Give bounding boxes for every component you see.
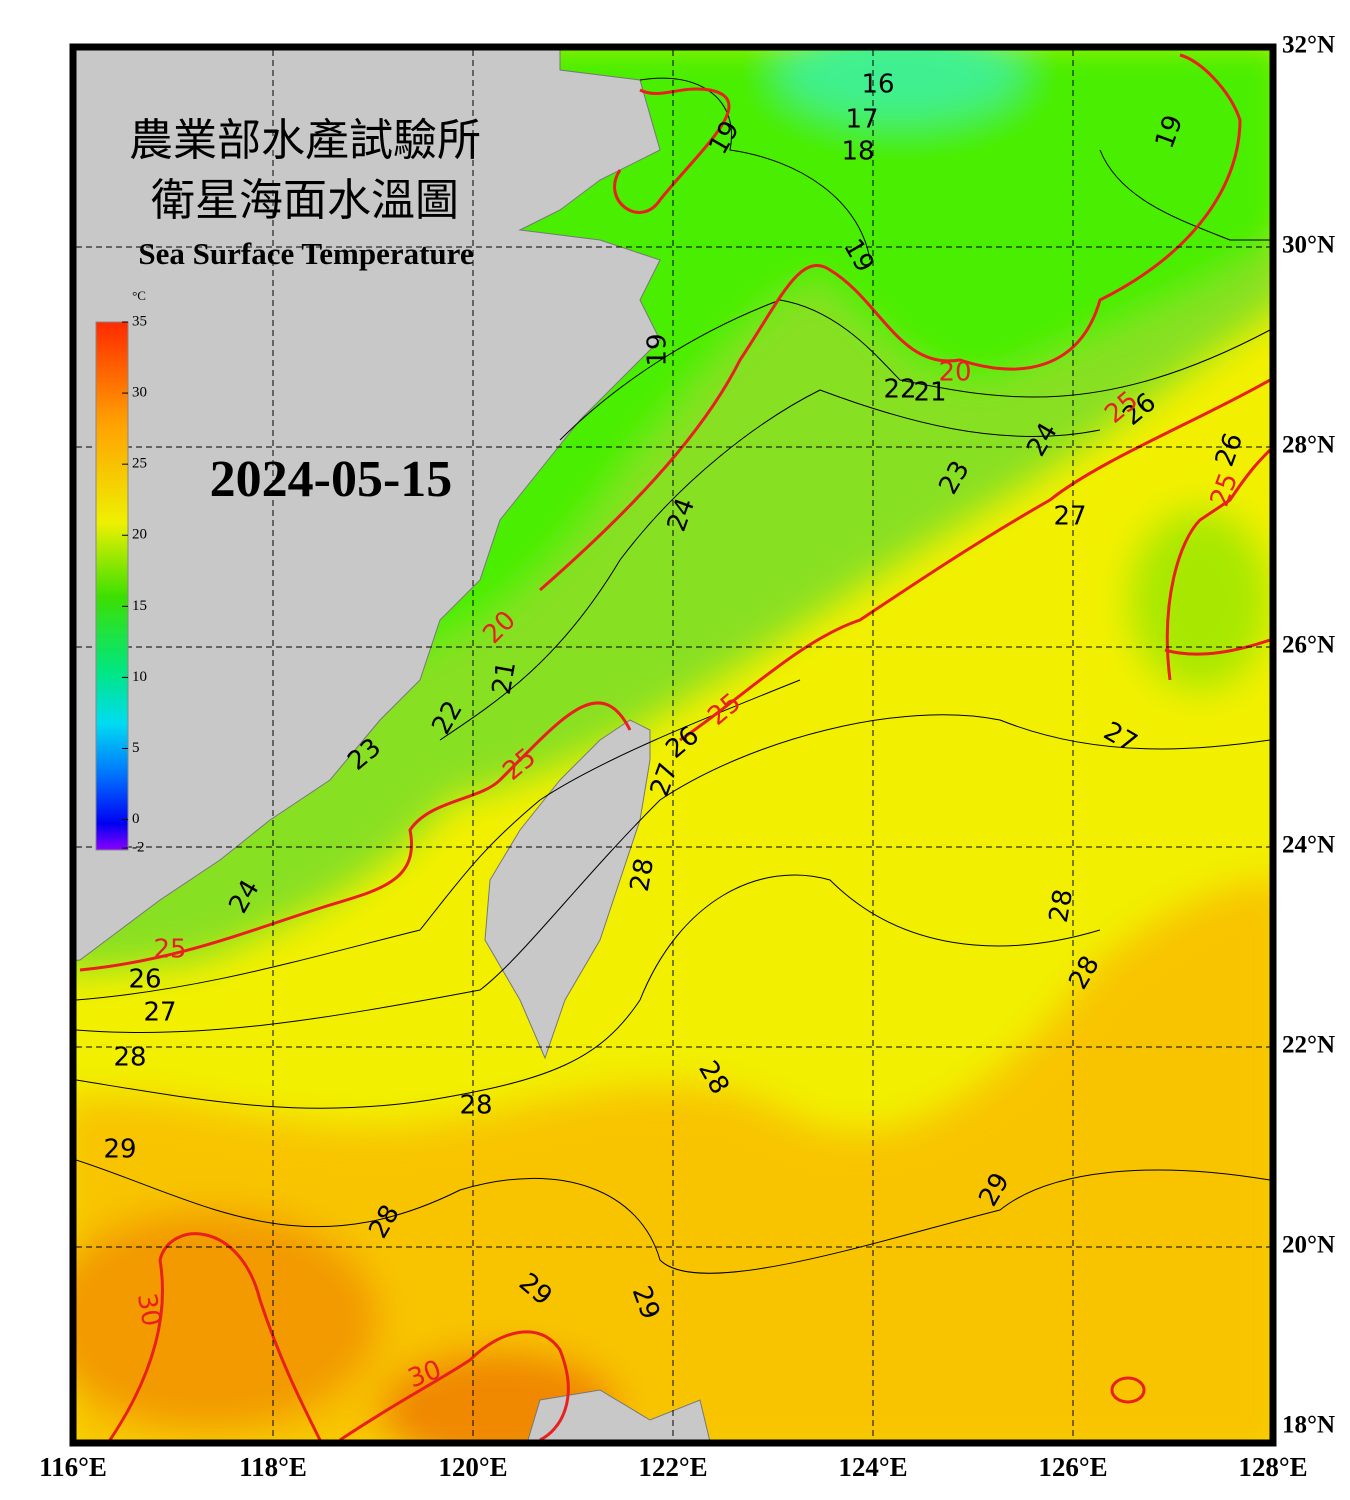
colorbar-tick-label: 10	[132, 669, 147, 685]
latitude-label: 24°N	[1282, 832, 1335, 859]
mainland-land	[76, 50, 661, 961]
latitude-label: 32°N	[1282, 32, 1335, 59]
longitude-label: 118°E	[239, 1452, 307, 1482]
contour-label: 21	[913, 378, 946, 408]
latitude-label: 20°N	[1282, 1232, 1335, 1259]
isotherm-label: 20	[938, 358, 971, 388]
contour-label: 27	[143, 998, 176, 1028]
luzon-land	[527, 1389, 711, 1440]
colorbar-tick-label: 15	[132, 598, 147, 614]
contour-label: 16	[861, 70, 894, 100]
contour-label: 18	[841, 137, 874, 167]
contour-label: 28	[1044, 887, 1079, 925]
longitude-label: 126°E	[1038, 1452, 1107, 1482]
contour-label: 28	[625, 856, 660, 894]
colorbar-tick-label: 0	[132, 811, 140, 827]
longitude-label: 120°E	[438, 1452, 507, 1482]
colorbar-tick-label: 20	[132, 527, 147, 543]
graticule	[76, 50, 1270, 1440]
colorbar-tick-label: -2	[132, 839, 145, 855]
title-zh-line1: 農業部水產試驗所	[129, 116, 481, 165]
longitude-label: 116°E	[39, 1452, 107, 1482]
title-en: Sea Surface Temperature	[138, 236, 473, 271]
isotherm-label: 30	[131, 1291, 166, 1329]
colorbar-tick-label: 35	[132, 313, 147, 329]
isotherm-label: 25	[153, 935, 186, 965]
latitude-label: 30°N	[1282, 232, 1335, 259]
longitude-label: 128°E	[1238, 1452, 1307, 1482]
contour-label: 27	[1053, 502, 1086, 532]
map-frame	[69, 43, 1277, 1447]
colorbar	[95, 321, 129, 851]
longitude-label: 122°E	[638, 1452, 707, 1482]
date: 2024-05-15	[210, 451, 453, 508]
latitude-label: 22°N	[1282, 1032, 1335, 1059]
latitude-label: 26°N	[1282, 632, 1335, 659]
contour-label: 28	[459, 1091, 492, 1121]
contour-label: 28	[113, 1043, 146, 1073]
longitude-label: 124°E	[838, 1452, 907, 1482]
taiwan-land	[484, 719, 651, 1060]
contour-label: 19	[643, 333, 673, 366]
contour-label: 29	[103, 1135, 136, 1165]
colorbar-tick-label: 5	[132, 740, 140, 756]
contour-label: 26	[128, 965, 161, 995]
colorbar-tick-label: 25	[132, 456, 147, 472]
contour-label: 22	[883, 375, 916, 405]
contour-label: 21	[487, 659, 522, 697]
colorbar-unit: °C	[132, 288, 146, 303]
latitude-label: 18°N	[1282, 1412, 1335, 1439]
latitude-label: 28°N	[1282, 432, 1335, 459]
contour-label: 17	[845, 105, 878, 135]
title-zh-line2: 衛星海面水溫圖	[151, 176, 459, 225]
isotherm-lines	[79, 53, 1270, 1440]
colorbar-tick-label: 30	[132, 385, 147, 401]
